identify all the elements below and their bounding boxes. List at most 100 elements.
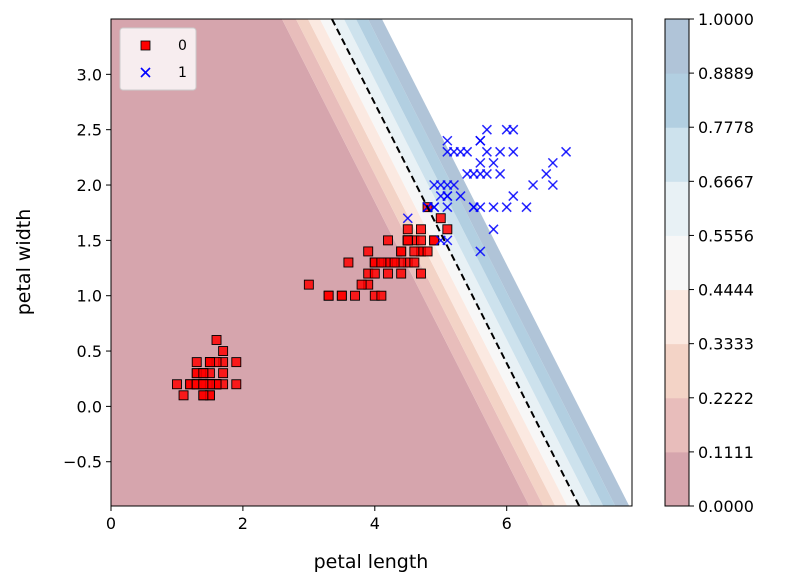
- y-axis-label: petal width: [13, 209, 35, 316]
- point-class-0: [442, 224, 453, 235]
- point-class-1: [508, 124, 519, 135]
- point-class-1-stroke: [481, 146, 492, 157]
- point-class-0: [369, 268, 380, 279]
- point-class-0: [211, 335, 222, 345]
- point-class-1-stroke: [501, 202, 512, 213]
- point-class-1-stroke: [508, 124, 519, 135]
- legend-square-marker: [140, 40, 151, 51]
- point-class-1-stroke: [475, 135, 486, 146]
- point-class-1-stroke: [429, 179, 440, 191]
- point-class-0: [402, 224, 413, 235]
- point-class-0: [416, 235, 426, 246]
- point-class-1-stroke: [495, 146, 506, 157]
- point-class-0: [416, 268, 426, 279]
- legend-box: [119, 27, 197, 91]
- probability-band: [319, 19, 580, 506]
- x-tick-label: 4: [370, 514, 380, 533]
- point-class-0: [416, 224, 426, 235]
- legend-x-marker: [140, 67, 151, 78]
- point-class-0: [343, 257, 354, 268]
- colorbar-tick-label: 0.3333: [698, 335, 754, 354]
- point-class-0: [402, 235, 413, 246]
- point-class-1-stroke: [508, 191, 519, 202]
- colorbar-tick-label: 0.0000: [698, 497, 754, 516]
- point-class-1: [508, 146, 519, 157]
- point-class-1: [547, 179, 558, 191]
- point-class-1-stroke: [475, 246, 486, 257]
- point-class-1-stroke: [547, 157, 558, 168]
- y-tick-label: −0.5: [63, 453, 102, 472]
- x-tick-label: 0: [106, 514, 116, 533]
- point-class-1: [462, 168, 473, 179]
- colorbar-tick-label: 1.0000: [698, 10, 754, 29]
- legend-label-0: 0: [178, 38, 187, 54]
- y-tick-label: 2.0: [77, 176, 102, 195]
- point-class-0: [204, 357, 215, 368]
- point-class-0: [396, 246, 407, 257]
- point-class-0: [383, 268, 393, 279]
- point-class-1: [495, 168, 506, 179]
- point-class-0: [218, 346, 229, 356]
- point-class-0: [171, 379, 182, 390]
- point-class-0: [218, 368, 229, 379]
- point-class-1-stroke: [547, 179, 558, 191]
- colorbar-segment: [665, 343, 689, 399]
- point-class-0: [198, 368, 209, 379]
- point-class-1-stroke: [475, 157, 486, 168]
- point-class-1: [541, 168, 552, 179]
- point-class-1: [455, 191, 466, 202]
- point-class-1-stroke: [495, 168, 506, 179]
- y-tick-label: 0.5: [77, 342, 102, 361]
- point-class-0: [363, 246, 374, 257]
- point-class-1-stroke: [488, 202, 499, 213]
- colorbar-tick-label: 0.7778: [698, 118, 754, 137]
- point-class-1: [508, 191, 519, 202]
- probability-band: [307, 19, 568, 506]
- point-class-1-stroke: [528, 179, 539, 191]
- point-class-0: [376, 290, 387, 301]
- point-class-0: [231, 379, 242, 390]
- point-class-0: [389, 257, 400, 268]
- scatter-points: [171, 124, 572, 401]
- point-class-1-stroke: [442, 202, 453, 213]
- colorbar-segment: [665, 235, 689, 291]
- boundary-line: [331, 19, 581, 506]
- y-tick-label: 1.0: [77, 287, 102, 306]
- point-class-1-stroke: [561, 146, 572, 157]
- point-class-0: [409, 246, 420, 257]
- point-class-1-stroke: [521, 202, 532, 213]
- point-class-1: [475, 135, 486, 146]
- probability-band: [355, 19, 616, 506]
- point-class-0: [350, 290, 360, 301]
- probability-band: [367, 19, 630, 506]
- point-class-1: [442, 235, 453, 246]
- point-class-0: [409, 257, 420, 268]
- point-class-0: [231, 357, 242, 368]
- point-class-1: [475, 157, 486, 168]
- point-class-1: [481, 146, 492, 157]
- decision-boundary: [331, 19, 581, 506]
- point-class-1: [448, 179, 459, 191]
- y-tick-label: 1.5: [77, 231, 102, 250]
- point-class-0: [198, 390, 209, 401]
- colorbar-frame: [664, 18, 690, 507]
- point-class-1: [468, 202, 479, 213]
- point-class-1-stroke: [448, 179, 459, 191]
- point-class-1-stroke: [462, 168, 473, 179]
- colorbar-segment: [665, 451, 689, 507]
- point-class-1: [495, 146, 506, 157]
- colorbar-segment: [665, 73, 689, 128]
- point-class-1: [442, 202, 453, 213]
- colorbar-ticks: 1.0000 0.8889 0.7778 0.6667 0.5556 0.4444 0.33…: [689, 10, 754, 516]
- point-class-1: [488, 202, 499, 213]
- colorbar-segment: [665, 127, 689, 182]
- point-class-0: [429, 235, 440, 246]
- point-class-0: [396, 268, 407, 279]
- colorbar-tick-label: 0.5556: [698, 226, 754, 245]
- point-class-0: [422, 246, 433, 257]
- point-class-0: [356, 279, 367, 290]
- point-class-1: [442, 135, 453, 146]
- point-class-1: [475, 246, 486, 257]
- point-class-1: [547, 157, 558, 168]
